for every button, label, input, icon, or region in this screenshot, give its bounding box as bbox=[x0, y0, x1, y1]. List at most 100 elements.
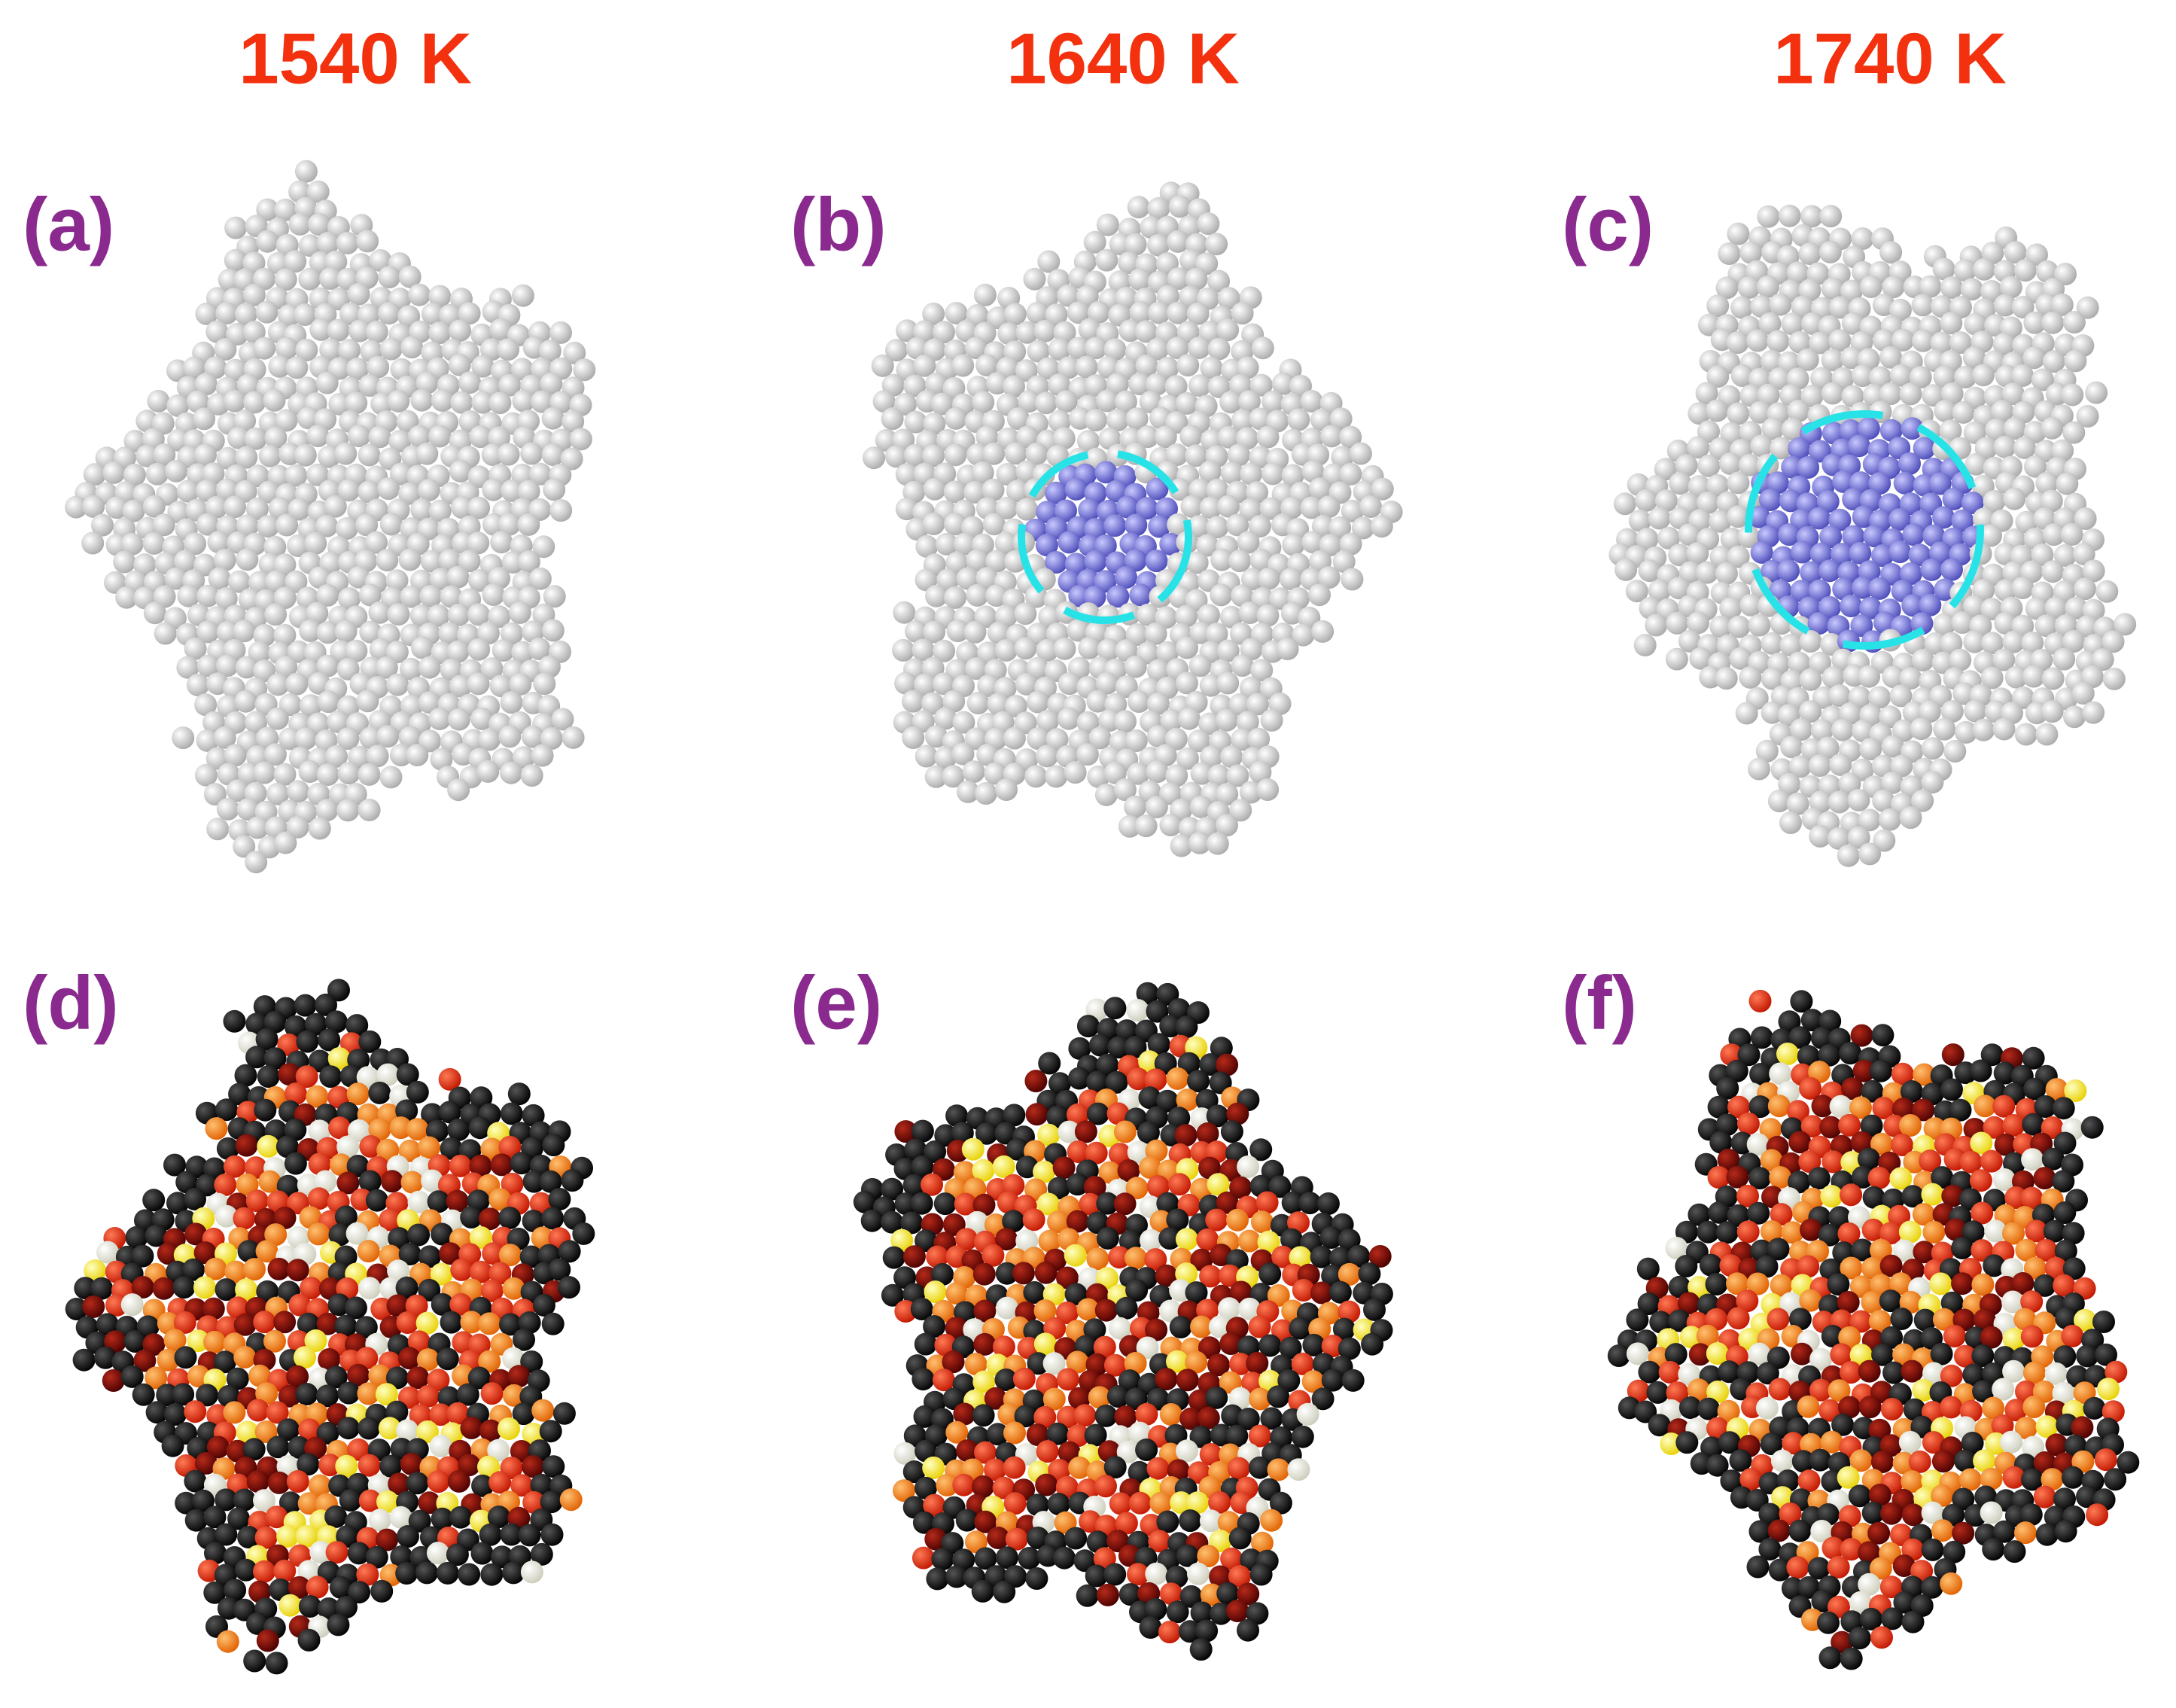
atom bbox=[470, 707, 494, 730]
atom bbox=[1669, 472, 1692, 495]
atom bbox=[1170, 1491, 1193, 1515]
atom bbox=[335, 1596, 358, 1618]
atom bbox=[1036, 709, 1059, 732]
atom bbox=[256, 1629, 279, 1652]
atom bbox=[1962, 346, 1986, 370]
atom bbox=[367, 355, 390, 379]
atom bbox=[1045, 728, 1069, 751]
atom bbox=[1096, 213, 1119, 236]
atom bbox=[1113, 1120, 1137, 1143]
atom bbox=[1738, 453, 1761, 476]
atom bbox=[1114, 390, 1137, 413]
atom bbox=[1821, 453, 1845, 476]
atom bbox=[1863, 525, 1886, 548]
atom bbox=[1840, 1538, 1863, 1561]
atom bbox=[2076, 405, 2099, 428]
atom bbox=[1972, 1380, 1995, 1403]
atom bbox=[233, 835, 256, 858]
atom bbox=[264, 426, 288, 449]
atom bbox=[1992, 1520, 2016, 1543]
atom bbox=[467, 603, 490, 626]
atom bbox=[922, 444, 945, 467]
atom bbox=[2074, 577, 2096, 601]
atom bbox=[1668, 1309, 1691, 1332]
atom bbox=[533, 672, 556, 696]
atom bbox=[1308, 477, 1331, 501]
atom bbox=[1067, 1424, 1090, 1448]
atom bbox=[214, 1174, 237, 1196]
atom bbox=[2025, 243, 2048, 266]
atom bbox=[408, 1509, 431, 1533]
atom bbox=[1922, 384, 1945, 407]
atom bbox=[1251, 336, 1274, 360]
atom bbox=[174, 550, 196, 573]
atom bbox=[334, 620, 358, 643]
atom bbox=[1096, 1053, 1119, 1076]
atom bbox=[421, 303, 444, 325]
atom bbox=[1292, 623, 1315, 647]
atom bbox=[1155, 1264, 1178, 1287]
atom bbox=[1736, 1112, 1760, 1135]
atom bbox=[1267, 1385, 1290, 1408]
atom bbox=[246, 816, 269, 839]
atom bbox=[1867, 1166, 1891, 1189]
atom bbox=[1903, 1398, 1926, 1421]
atom bbox=[265, 1652, 288, 1675]
atom bbox=[487, 1439, 510, 1462]
atom bbox=[1188, 1389, 1211, 1412]
atom bbox=[1207, 1353, 1230, 1377]
atom bbox=[1715, 276, 1739, 300]
atom bbox=[133, 553, 157, 577]
atom bbox=[2011, 296, 2034, 318]
atom bbox=[1951, 611, 1974, 634]
atom bbox=[1146, 760, 1169, 784]
atom bbox=[398, 1243, 422, 1265]
atom bbox=[1134, 814, 1158, 838]
atom bbox=[1908, 1450, 1931, 1473]
atom bbox=[1257, 567, 1280, 590]
atom bbox=[911, 1119, 934, 1143]
atom bbox=[1972, 364, 1995, 387]
atom bbox=[1256, 425, 1280, 449]
atom bbox=[347, 1438, 370, 1461]
atom bbox=[306, 425, 330, 448]
atom bbox=[1709, 1131, 1733, 1154]
atom bbox=[894, 671, 918, 695]
atom bbox=[123, 463, 146, 486]
atom bbox=[911, 710, 935, 733]
atom bbox=[1216, 639, 1240, 662]
atom bbox=[421, 1169, 444, 1192]
atom bbox=[975, 1122, 998, 1145]
atom bbox=[167, 428, 190, 452]
atom bbox=[406, 1080, 429, 1104]
atom bbox=[184, 1188, 206, 1210]
atom bbox=[1280, 1228, 1304, 1251]
atom bbox=[1165, 443, 1188, 467]
atom bbox=[1848, 1484, 1871, 1508]
atom bbox=[1810, 719, 1834, 742]
atom bbox=[335, 517, 358, 540]
atom bbox=[1088, 1034, 1112, 1057]
atom bbox=[390, 358, 413, 381]
atom bbox=[278, 1384, 301, 1408]
atom bbox=[1933, 365, 1956, 388]
atom bbox=[1185, 551, 1209, 574]
atom bbox=[488, 391, 512, 415]
atom bbox=[1924, 632, 1947, 655]
atom bbox=[214, 1350, 236, 1374]
atom bbox=[365, 320, 388, 343]
atom bbox=[1339, 532, 1362, 556]
atom bbox=[946, 620, 969, 643]
atom bbox=[1094, 1475, 1117, 1498]
atom bbox=[345, 1222, 369, 1245]
atom bbox=[253, 1489, 275, 1512]
atom bbox=[1055, 390, 1078, 413]
atom bbox=[1124, 233, 1147, 256]
atom bbox=[903, 443, 927, 467]
atom bbox=[1781, 312, 1804, 336]
atom bbox=[1226, 1208, 1249, 1232]
atom bbox=[924, 1280, 947, 1304]
atom bbox=[1842, 488, 1865, 511]
column-header: 1740 K bbox=[1773, 18, 2007, 99]
atom bbox=[1898, 1220, 1922, 1244]
